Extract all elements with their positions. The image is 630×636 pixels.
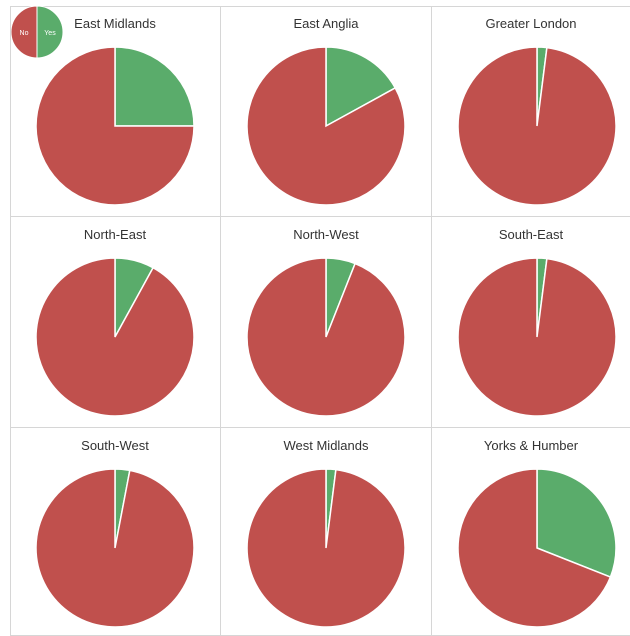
slice-no — [35, 468, 195, 628]
pie-chart-yorks-and-humber — [457, 468, 617, 628]
slice-no — [457, 257, 617, 417]
pie-title: West Midlands — [283, 438, 369, 453]
legend-swatch-no — [11, 6, 38, 58]
pie-title: Yorks & Humber — [483, 438, 579, 453]
pie-title: East Anglia — [293, 16, 359, 31]
pie-cell-east-anglia: East Anglia — [221, 6, 432, 217]
pie-chart-east-midlands — [35, 46, 195, 206]
pie-title: South-East — [498, 227, 564, 242]
pie-chart-east-anglia — [246, 46, 406, 206]
slice-no — [246, 468, 406, 628]
pie-cell-west-midlands: West Midlands — [221, 428, 432, 636]
grid-line-top — [10, 6, 630, 7]
pie-chart-north-east — [35, 257, 195, 417]
slice-yes — [536, 468, 617, 579]
pie-cell-greater-london: Greater London — [432, 6, 630, 217]
pie-cell-east-midlands: East Midlands — [10, 6, 221, 217]
slice-no — [457, 468, 612, 628]
pie-chart-south-east — [457, 257, 617, 417]
slice-no — [35, 257, 195, 417]
legend-label-no: No — [20, 30, 29, 37]
pie-cell-south-east: South-East — [432, 217, 630, 428]
pie-cell-north-east: North-East — [10, 217, 221, 428]
slice-no — [35, 46, 195, 206]
pie-title: East Midlands — [74, 16, 156, 31]
slice-no — [246, 46, 406, 206]
slice-no — [246, 257, 406, 417]
pie-cell-yorks-and-humber: Yorks & Humber — [432, 428, 630, 636]
legend-label-yes: Yes — [44, 30, 56, 37]
slice-yes — [114, 46, 195, 127]
pie-cell-north-west: North-West — [221, 217, 432, 428]
grid-line-left — [10, 6, 11, 636]
slice-yes — [325, 46, 397, 128]
pie-chart-west-midlands — [246, 468, 406, 628]
pie-title: North-West — [293, 227, 359, 242]
legend: No Yes — [11, 6, 63, 58]
pie-chart-grid: East Midlands East Anglia Greater London No… — [10, 6, 630, 636]
pie-chart-north-west — [246, 257, 406, 417]
pie-cell-south-west: South-West — [10, 428, 221, 636]
pie-title: North-East — [83, 227, 147, 242]
pie-title: Greater London — [485, 16, 577, 31]
legend-swatch-yes — [36, 6, 63, 58]
slice-no — [457, 46, 617, 206]
pie-chart-greater-london — [457, 46, 617, 206]
pie-title: South-West — [81, 438, 149, 453]
pie-chart-south-west — [35, 468, 195, 628]
